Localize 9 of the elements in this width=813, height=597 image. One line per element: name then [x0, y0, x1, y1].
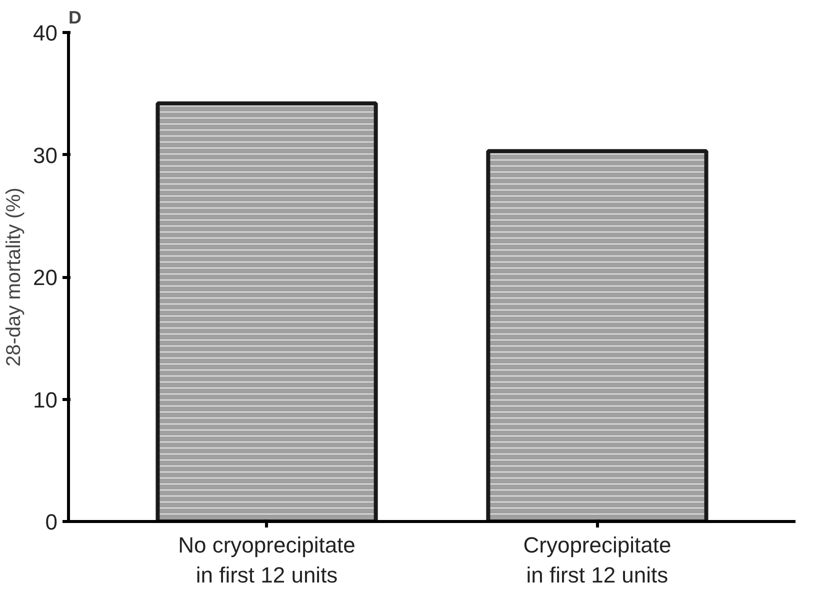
chart-title: D	[68, 8, 82, 28]
y-tick-label: 20	[33, 265, 58, 290]
y-tick-label: 0	[45, 510, 58, 534]
y-tick-label: 10	[33, 387, 58, 412]
y-tick-label: 40	[33, 20, 58, 46]
x-tick-label: No cryoprecipitate in first 12 units	[178, 532, 356, 588]
y-axis-title: 28-day mortality (%)	[3, 188, 26, 366]
y-tick-label: 30	[33, 142, 58, 168]
x-tick-label: Cryoprecipitate in first 12 units	[523, 532, 672, 588]
